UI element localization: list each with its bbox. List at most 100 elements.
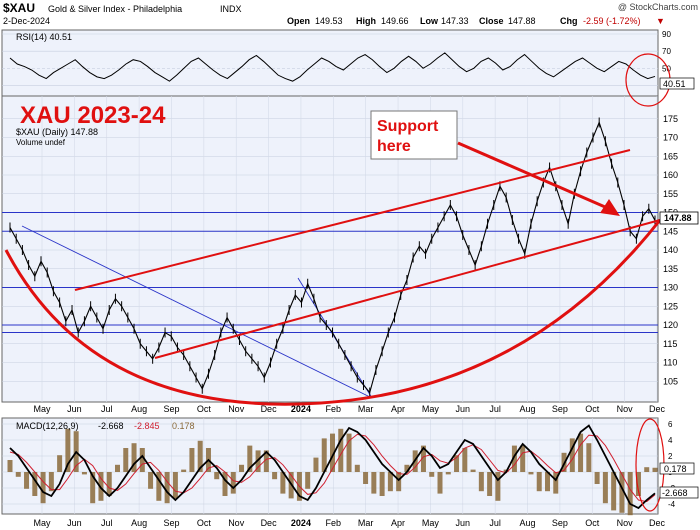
low-label: Low bbox=[420, 16, 439, 26]
close-label: Close bbox=[479, 16, 504, 26]
price-axis: 1751701651601551501451401351301251201151… bbox=[663, 114, 678, 387]
high-value: 149.66 bbox=[381, 16, 409, 26]
price-x-axis: May Jun Jul Aug Sep Oct Nov Dec 2024 Feb Mar Apr May… bbox=[33, 404, 665, 414]
macd-x-tick-label: Nov bbox=[228, 518, 245, 528]
rsi-panel bbox=[1, 29, 659, 97]
macd-histogram-bar bbox=[553, 472, 559, 494]
macd-histogram-bar bbox=[321, 438, 327, 472]
open-label: Open bbox=[287, 16, 310, 26]
price-tick-label: 105 bbox=[663, 376, 678, 386]
macd-histogram-bar bbox=[280, 472, 286, 494]
macd-histogram-bar bbox=[569, 438, 575, 472]
macd-histogram-bar bbox=[495, 472, 501, 501]
macd-x-tick-label: Nov bbox=[617, 518, 634, 528]
chg-value: -2.59 (-1.72%) bbox=[583, 16, 641, 26]
macd-x-tick-label: Jun bbox=[67, 518, 82, 528]
price-x-tick-label: Nov bbox=[617, 404, 634, 414]
rsi-value-tag: 40.51 bbox=[663, 79, 686, 89]
support-arrow-line bbox=[457, 141, 613, 212]
price-x-tick-label: Jun bbox=[456, 404, 471, 414]
macd-histogram-bar bbox=[330, 433, 335, 472]
chart-annotation-title: XAU 2023-24 bbox=[20, 102, 166, 129]
price-panel bbox=[1, 95, 659, 403]
macd-histogram-bar bbox=[387, 472, 393, 492]
macd-histogram-bar bbox=[172, 472, 178, 499]
macd-hist-tag-box bbox=[659, 462, 695, 475]
macd-histogram-bar bbox=[545, 472, 550, 492]
macd-tick-label: 6 bbox=[668, 420, 673, 429]
macd-histogram-bar bbox=[106, 472, 112, 496]
price-x-tick-label: Oct bbox=[585, 404, 600, 414]
macd-histogram-bar bbox=[536, 472, 542, 492]
macd-histogram-bar bbox=[313, 457, 319, 472]
support-text-line1: Support bbox=[377, 118, 439, 135]
macd-x-tick-label: 2024 bbox=[291, 518, 311, 528]
rsi-tick-label: 70 bbox=[662, 47, 671, 56]
macd-histogram-bar bbox=[354, 464, 360, 472]
macd-histogram-bar bbox=[15, 472, 21, 477]
macd-x-tick-label: Dec bbox=[649, 518, 666, 528]
macd-histogram-bar bbox=[338, 428, 344, 472]
macd-histogram-bar bbox=[272, 472, 278, 480]
price-tag-box bbox=[659, 211, 699, 225]
macd-histogram-bar bbox=[230, 472, 236, 494]
macd-histogram-bar bbox=[57, 455, 63, 472]
red-channel-lower bbox=[154, 219, 661, 359]
macd-histogram-bar bbox=[181, 469, 187, 472]
macd-x-tick-label: Mar bbox=[358, 518, 374, 528]
macd-x-tick-label: Jun bbox=[456, 518, 471, 528]
price-x-tick-label: May bbox=[33, 404, 51, 414]
macd-histogram-bar bbox=[470, 469, 476, 472]
ohlc-summary: Open 149.53 High 149.66 Low 147.33 Close… bbox=[287, 16, 665, 26]
blue-channel-upper bbox=[21, 225, 373, 399]
price-tick-label: 120 bbox=[663, 320, 678, 330]
macd-x-tick-label: Aug bbox=[131, 518, 147, 528]
price-tick-label: 130 bbox=[663, 283, 678, 293]
price-tick-label: 110 bbox=[663, 358, 677, 368]
macd-histogram-bar bbox=[652, 467, 658, 472]
macd-x-tick-label: Jul bbox=[489, 518, 501, 528]
price-x-tick-label: Apr bbox=[391, 404, 405, 414]
credit: @ StockCharts.com bbox=[618, 2, 698, 12]
macd-x-tick-label: Feb bbox=[326, 518, 342, 528]
high-label: High bbox=[356, 16, 376, 26]
price-x-tick-label: Dec bbox=[261, 404, 278, 414]
price-x-tick-label: Oct bbox=[197, 404, 212, 414]
macd-tick-label: 2 bbox=[668, 452, 673, 461]
macd-histogram-bar bbox=[445, 472, 451, 475]
macd-histogram-bar bbox=[156, 472, 162, 501]
price-x-tick-label: 2024 bbox=[291, 404, 311, 414]
price-tag: 147.88 bbox=[664, 213, 692, 223]
macd-histogram-bar bbox=[90, 472, 96, 504]
price-x-tick-label: Nov bbox=[228, 404, 245, 414]
symbol-title: $XAU bbox=[3, 1, 35, 15]
rsi-tick-label: 90 bbox=[662, 30, 671, 39]
rsi-tick-label: 50 bbox=[662, 64, 671, 73]
macd-histogram-bar bbox=[189, 448, 195, 472]
macd-hist-tag: 0.178 bbox=[664, 464, 687, 474]
price-tick-label: 125 bbox=[663, 301, 678, 311]
macd-x-tick-label: Oct bbox=[197, 518, 212, 528]
rsi-value-box bbox=[659, 77, 695, 90]
macd-histogram-bar bbox=[396, 472, 402, 492]
price-tick-label: 145 bbox=[663, 226, 678, 236]
macd-histogram-bar bbox=[619, 472, 625, 513]
rsi-line bbox=[9, 52, 656, 82]
macd-histogram-bar bbox=[164, 472, 170, 504]
rsi-panel-label: RSI(14) 40.51 bbox=[16, 32, 72, 42]
macd-histogram-bar bbox=[420, 445, 426, 472]
macd-histogram-bar bbox=[148, 472, 154, 489]
macd-histogram-bar bbox=[627, 472, 633, 516]
macd-histogram-bar bbox=[371, 472, 377, 494]
exchange-name: INDX bbox=[220, 4, 242, 14]
macd-histogram-bar bbox=[115, 464, 120, 472]
price-x-tick-label: Mar bbox=[358, 404, 374, 414]
macd-histogram-bar bbox=[214, 472, 220, 480]
macd-histogram-bar bbox=[48, 472, 54, 492]
price-x-tick-label: Jun bbox=[67, 404, 82, 414]
macd-x-axis: May Jun Jul Aug Sep Oct Nov Dec 2024 Feb Mar Apr May… bbox=[33, 518, 665, 528]
macd-histogram-bar bbox=[602, 472, 608, 504]
price-tick-label: 175 bbox=[663, 114, 678, 124]
macd-histogram-bar bbox=[594, 472, 600, 484]
